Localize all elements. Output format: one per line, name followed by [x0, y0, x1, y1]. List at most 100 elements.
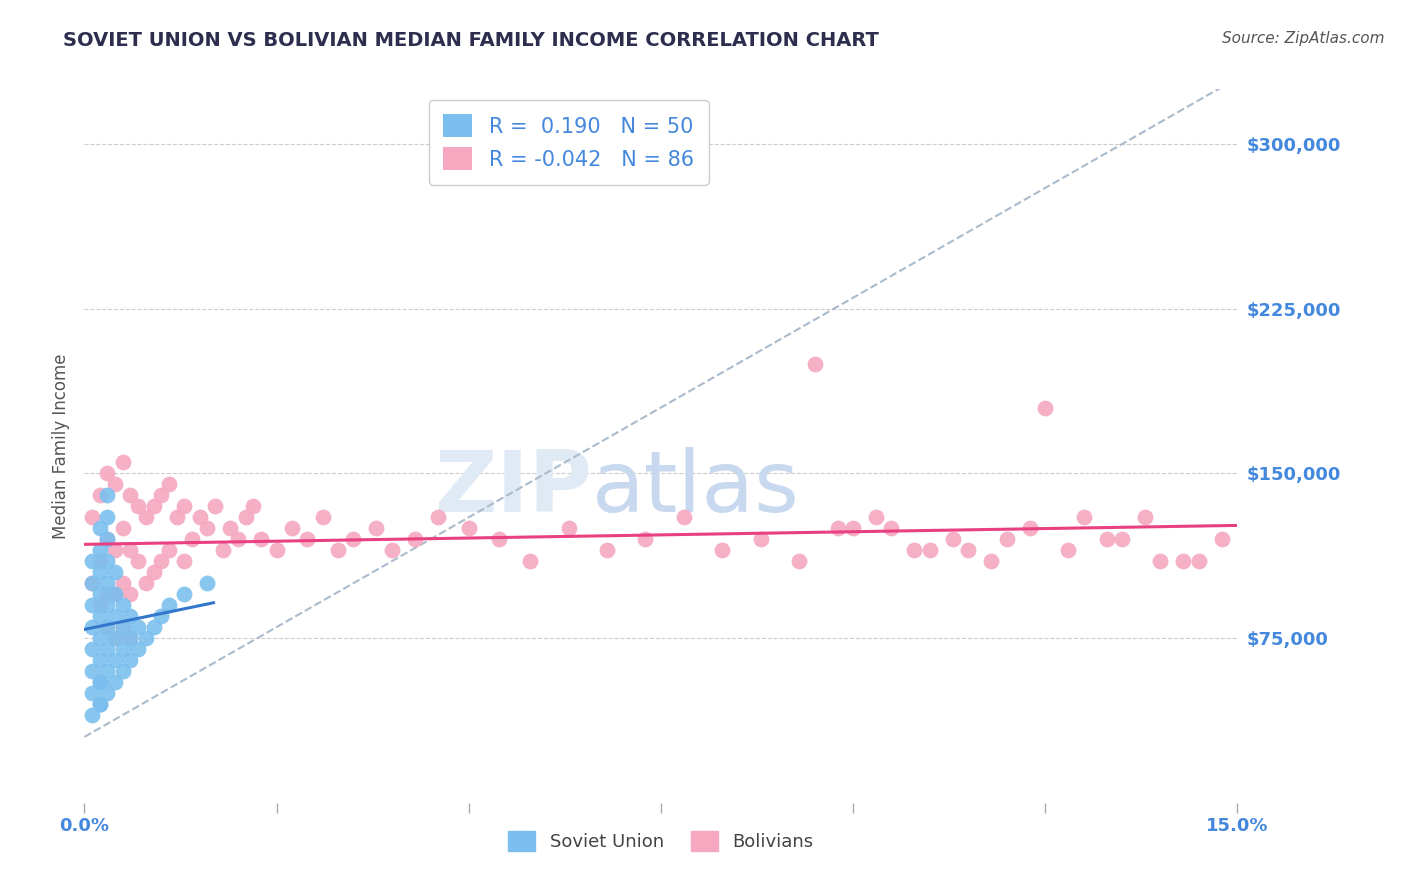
Point: [166, 510, 188, 524]
Point: [827, 521, 849, 535]
Point: [80, 598, 103, 612]
Point: [127, 554, 149, 568]
Point: [89, 543, 111, 558]
Point: [557, 521, 579, 535]
Point: [326, 543, 349, 558]
Point: [1095, 533, 1118, 547]
Point: [89, 653, 111, 667]
Point: [96, 533, 118, 547]
Point: [980, 554, 1002, 568]
Point: [96, 620, 118, 634]
Point: [142, 566, 165, 580]
Point: [111, 598, 134, 612]
Point: [235, 510, 257, 524]
Point: [104, 587, 127, 601]
Point: [111, 642, 134, 657]
Point: [104, 675, 127, 690]
Point: [120, 543, 142, 558]
Point: [80, 554, 103, 568]
Point: [242, 500, 264, 514]
Point: [1033, 401, 1056, 415]
Point: [865, 510, 887, 524]
Point: [150, 554, 173, 568]
Point: [995, 533, 1018, 547]
Point: [381, 543, 404, 558]
Point: [1018, 521, 1040, 535]
Point: [96, 686, 118, 700]
Point: [1111, 533, 1133, 547]
Point: [80, 576, 103, 591]
Point: [120, 631, 142, 645]
Point: [204, 500, 226, 514]
Point: [104, 477, 127, 491]
Point: [181, 533, 204, 547]
Point: [127, 642, 149, 657]
Point: [488, 533, 510, 547]
Point: [211, 543, 233, 558]
Point: [787, 554, 810, 568]
Point: [120, 631, 142, 645]
Point: [157, 598, 180, 612]
Point: [311, 510, 333, 524]
Point: [297, 533, 319, 547]
Point: [89, 609, 111, 624]
Point: [89, 675, 111, 690]
Point: [634, 533, 657, 547]
Point: [1073, 510, 1095, 524]
Point: [366, 521, 388, 535]
Point: [104, 587, 127, 601]
Point: [111, 620, 134, 634]
Point: [96, 488, 118, 502]
Point: [89, 631, 111, 645]
Point: [842, 521, 865, 535]
Point: [104, 543, 127, 558]
Point: [219, 521, 242, 535]
Point: [195, 576, 218, 591]
Point: [104, 566, 127, 580]
Point: [104, 609, 127, 624]
Y-axis label: Median Family Income: Median Family Income: [52, 353, 70, 539]
Point: [150, 609, 173, 624]
Legend: Soviet Union, Bolivians: Soviet Union, Bolivians: [501, 823, 821, 858]
Point: [1133, 510, 1156, 524]
Point: [96, 554, 118, 568]
Point: [96, 510, 118, 524]
Point: [135, 510, 157, 524]
Point: [918, 543, 941, 558]
Point: [135, 631, 157, 645]
Point: [80, 620, 103, 634]
Point: [120, 653, 142, 667]
Point: [1173, 554, 1195, 568]
Point: [342, 533, 364, 547]
Point: [89, 554, 111, 568]
Point: [749, 533, 772, 547]
Point: [157, 477, 180, 491]
Point: [803, 357, 825, 371]
Point: [80, 664, 103, 678]
Point: [1149, 554, 1171, 568]
Point: [96, 664, 118, 678]
Text: atlas: atlas: [592, 447, 800, 531]
Point: [1188, 554, 1211, 568]
Point: [104, 631, 127, 645]
Point: [89, 521, 111, 535]
Point: [120, 488, 142, 502]
Point: [226, 533, 249, 547]
Point: [96, 533, 118, 547]
Point: [1211, 533, 1233, 547]
Point: [135, 576, 157, 591]
Point: [250, 533, 273, 547]
Point: [1057, 543, 1080, 558]
Point: [111, 576, 134, 591]
Point: [903, 543, 925, 558]
Point: [80, 686, 103, 700]
Point: [404, 533, 426, 547]
Point: [96, 576, 118, 591]
Point: [596, 543, 619, 558]
Point: [188, 510, 211, 524]
Point: [142, 500, 165, 514]
Point: [142, 620, 165, 634]
Point: [80, 708, 103, 723]
Point: [880, 521, 903, 535]
Point: [281, 521, 304, 535]
